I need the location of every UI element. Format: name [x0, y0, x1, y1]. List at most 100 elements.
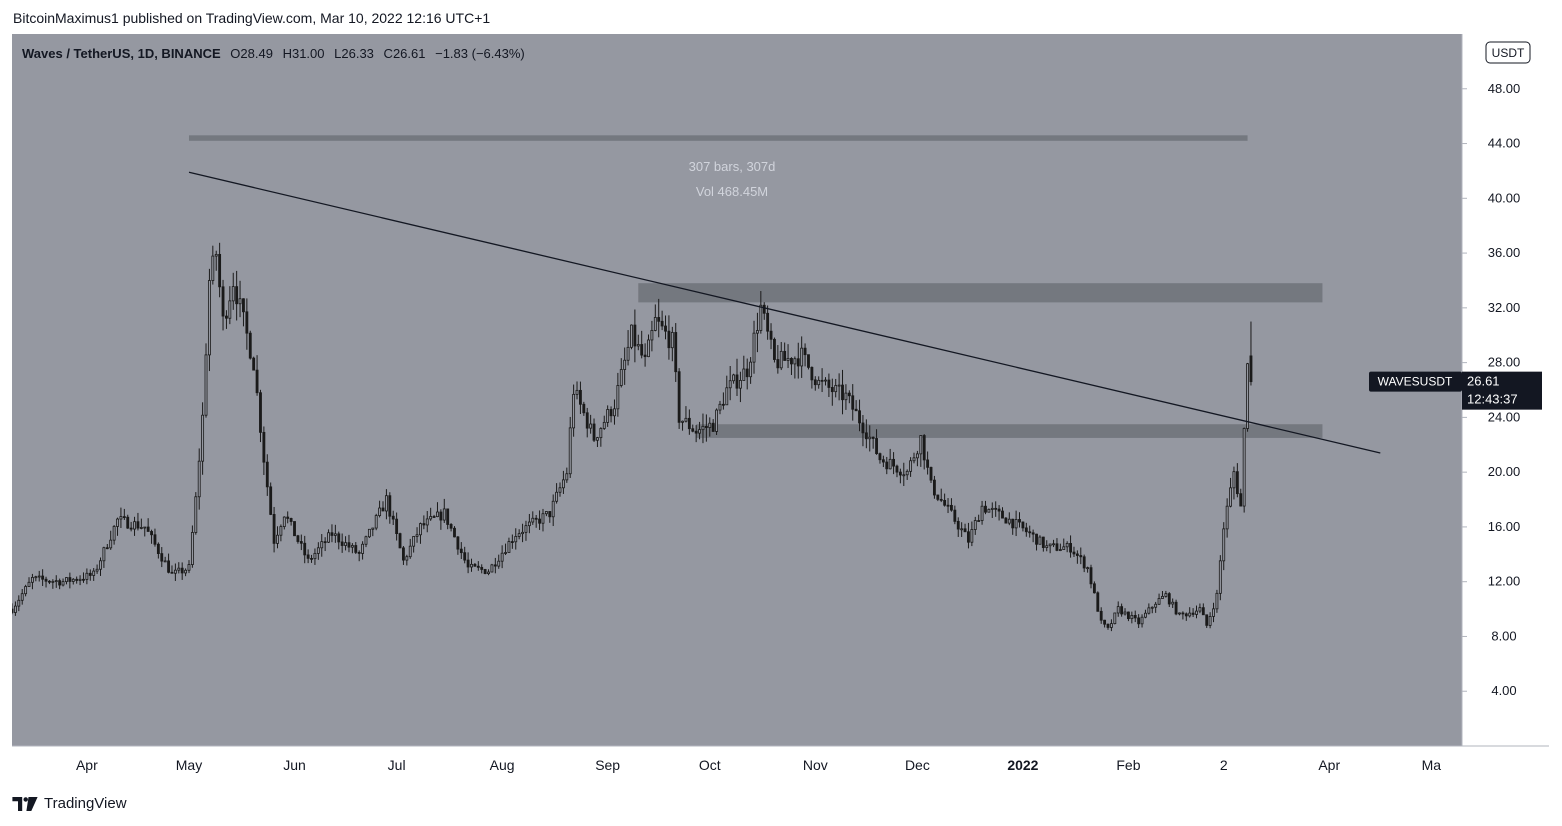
candle-body: [391, 515, 395, 520]
candle-body: [841, 384, 844, 401]
candle-body: [129, 527, 133, 530]
candle-body: [480, 566, 484, 570]
candle-body: [500, 552, 504, 562]
candle-body: [473, 563, 477, 567]
candle-body: [1147, 607, 1151, 614]
candle-body: [793, 358, 797, 365]
candle-body: [1201, 607, 1205, 616]
candle-body: [194, 496, 198, 533]
candle-body: [1011, 518, 1015, 529]
trendline[interactable]: [188, 171, 1381, 454]
candle-body: [742, 368, 746, 381]
candle-body: [606, 409, 610, 423]
time-axis[interactable]: [12, 746, 1549, 781]
candle-body: [779, 350, 783, 369]
zone-1: [188, 135, 1248, 141]
candle-body: [1144, 612, 1147, 618]
candle-body: [1086, 567, 1090, 570]
candle-body: [538, 518, 542, 524]
candle-body: [88, 572, 92, 576]
candle-body: [677, 371, 681, 423]
candle-body: [24, 586, 28, 595]
legend-symbol: Waves / TetherUS, 1D, BINANCE: [22, 46, 221, 61]
candle-body: [242, 298, 245, 313]
candle-body: [78, 578, 82, 581]
candle-body: [446, 508, 450, 525]
candle-body: [225, 315, 228, 319]
candle-body: [1167, 593, 1171, 605]
candle-body: [987, 509, 991, 513]
x-tick-label: May: [176, 757, 202, 773]
candle-body: [555, 491, 559, 502]
price-chart[interactable]: 4.00 8.00 12.00 16.00 20.00 24.00 28.00 32.00 36…: [12, 34, 1549, 781]
candle-body: [878, 453, 882, 461]
candle-body: [1018, 519, 1021, 523]
candle-body: [830, 387, 834, 393]
candle-body: [187, 564, 191, 571]
candle-body: [963, 528, 967, 533]
candle-body: [790, 357, 793, 365]
candle-body: [371, 527, 375, 530]
candle-body: [323, 541, 327, 544]
candle-body: [613, 408, 616, 417]
candle-body: [626, 346, 630, 361]
y-tick-label: 12.00: [1488, 574, 1521, 589]
candle-body: [827, 379, 831, 388]
candle-body: [1058, 549, 1062, 551]
candle-body: [388, 495, 392, 517]
y-tick-label: 28.00: [1488, 355, 1521, 370]
candle-body: [303, 542, 307, 556]
candle-body: [1215, 592, 1219, 610]
x-tick-label: Aug: [490, 757, 515, 773]
candle-body: [99, 560, 102, 570]
candle-body: [735, 374, 739, 389]
candle-body: [732, 374, 736, 382]
candle-body: [698, 429, 701, 434]
candle-body: [395, 518, 399, 535]
candle-body: [201, 414, 205, 462]
candle-body: [350, 545, 354, 548]
candle-body: [544, 511, 548, 515]
candle-body: [531, 517, 535, 523]
candle-body: [143, 526, 147, 529]
x-tick-label: Dec: [905, 757, 930, 773]
candle-body: [82, 578, 85, 581]
candle-body: [153, 534, 157, 545]
candle-body: [650, 330, 654, 341]
candle-body: [582, 403, 586, 414]
candle-body: [990, 507, 994, 510]
candle-body: [218, 253, 222, 288]
candle-body: [1120, 606, 1124, 615]
candle-body: [820, 379, 824, 382]
candle-body: [51, 580, 55, 583]
candle-body: [425, 518, 429, 526]
candle-body: [749, 361, 753, 378]
legend-open-value: 28.49: [240, 46, 273, 61]
candle-body: [282, 516, 286, 527]
x-tick-label: Apr: [76, 757, 98, 773]
candle-body: [704, 425, 708, 428]
footer: TradingView: [12, 795, 127, 812]
candle-body: [1031, 532, 1035, 535]
candle-body: [44, 578, 48, 582]
candle-body: [402, 547, 405, 561]
currency-button[interactable]: USDT: [1485, 41, 1531, 64]
candle-body: [432, 516, 436, 518]
candle-body: [504, 552, 507, 554]
candle-body: [71, 578, 75, 582]
candle-body: [1235, 471, 1239, 495]
candle-body: [950, 504, 953, 511]
candle-body: [640, 344, 644, 356]
candle-body: [1062, 546, 1066, 550]
candle-body: [197, 460, 201, 498]
candle-body: [708, 422, 712, 428]
candle-body: [1184, 613, 1188, 617]
candle-body: [487, 571, 490, 575]
y-tick-label: 8.00: [1491, 628, 1516, 643]
candle-body: [715, 409, 718, 432]
candle-body: [1130, 615, 1134, 620]
candle-body: [517, 533, 521, 537]
candle-body: [1181, 612, 1185, 615]
candle-body: [1225, 505, 1229, 530]
candle-body: [653, 317, 657, 331]
